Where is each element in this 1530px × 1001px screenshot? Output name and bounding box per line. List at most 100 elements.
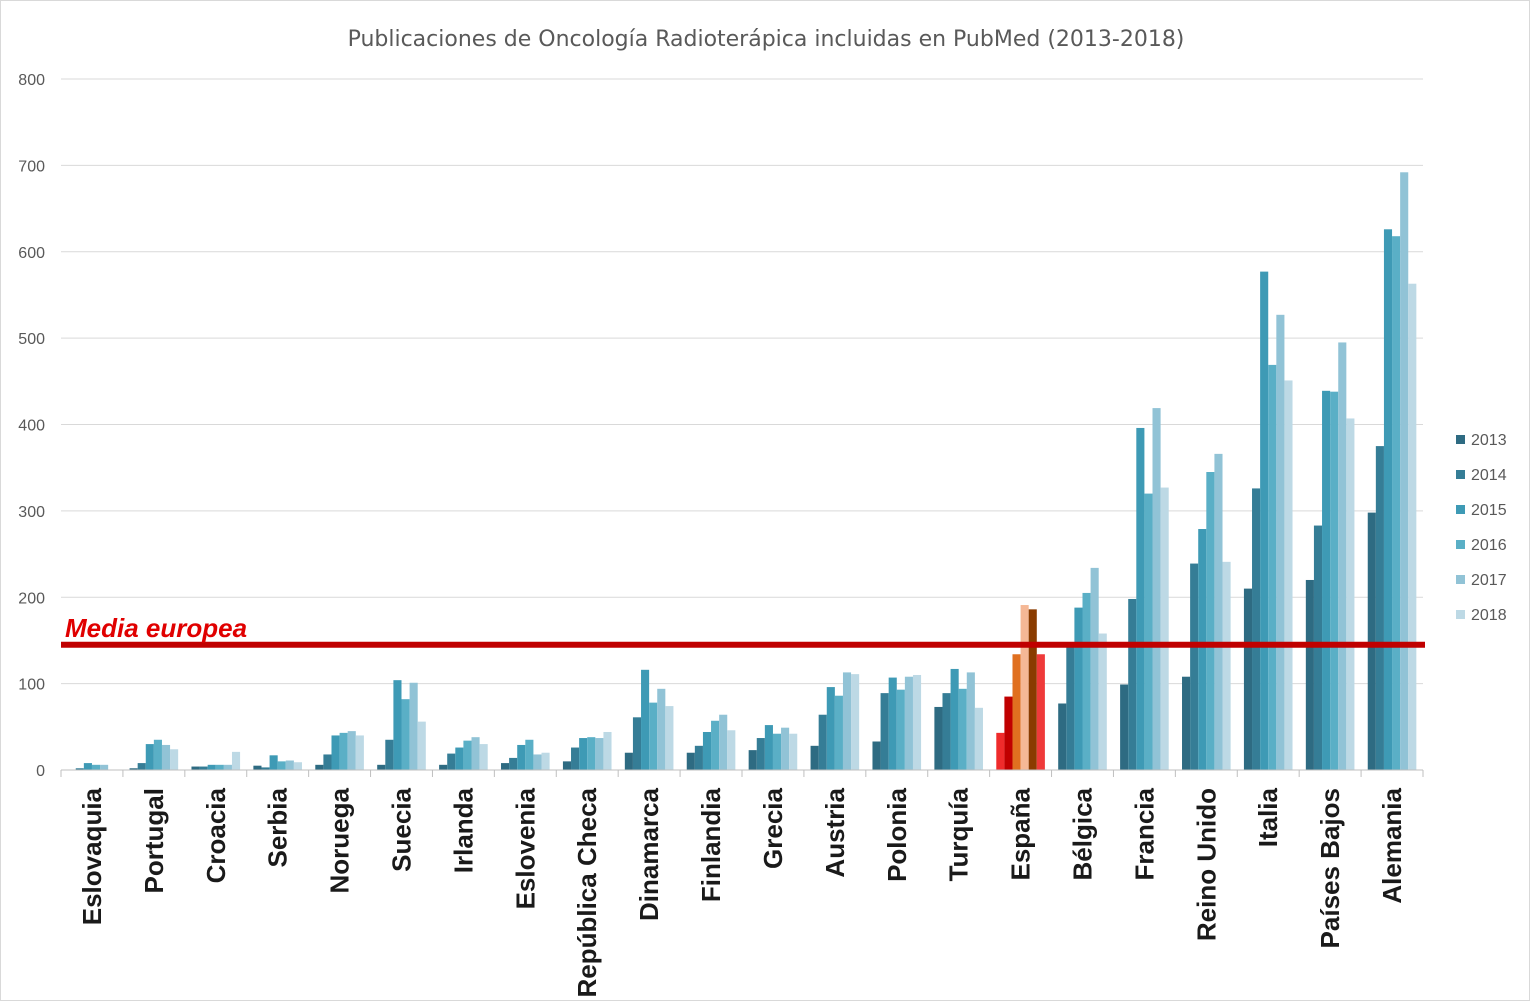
bar-2018 (1346, 418, 1355, 770)
bar-2018 (974, 707, 983, 770)
bar-2013 (315, 764, 324, 770)
bar-2014 (632, 717, 642, 770)
bar-2014 (447, 753, 456, 770)
bar-2013 (934, 706, 943, 770)
bar-2014 (1375, 446, 1384, 770)
bar-2015 (455, 747, 464, 770)
bar-2014 (694, 745, 703, 770)
bar-2014 (756, 738, 765, 770)
bar-2016 (91, 764, 101, 770)
bar-2013 (624, 752, 633, 770)
y-tick-label: 500 (18, 331, 45, 348)
bar-2015 (1260, 271, 1269, 770)
bar-2016 (834, 695, 843, 770)
legend-swatch-2016 (1456, 540, 1465, 549)
bar-2015 (1074, 607, 1083, 770)
reference-line: Media europea (61, 613, 1425, 648)
bar-2018 (417, 721, 426, 770)
bar-2015 (517, 744, 526, 770)
bar-2016 (1330, 391, 1339, 770)
legend: 2013 2014 2015 2016 2017 2018 (1456, 432, 1507, 624)
legend-label-2016: 2016 (1471, 537, 1507, 554)
bar-2015 (269, 755, 278, 770)
bar-2016 (277, 761, 286, 770)
bar-2018 (1098, 633, 1107, 770)
bar-2013 (501, 763, 510, 770)
x-tick-label: Reino Unido (1191, 788, 1221, 941)
bar-2014 (1252, 488, 1261, 770)
legend-label-2017: 2017 (1471, 572, 1507, 589)
bar-2018 (170, 749, 179, 770)
x-tick-label: República Checa (572, 787, 602, 997)
x-tick-label: Irlanda (448, 787, 478, 873)
bar-2018 (479, 744, 488, 770)
x-tick-label: Noruega (325, 787, 355, 893)
x-tick-label: Alemania (1377, 787, 1407, 903)
x-tick-label: Eslovaquia (77, 787, 107, 925)
bar-2017 (347, 731, 356, 770)
y-tick-label: 0 (36, 763, 45, 780)
bar-2018 (727, 730, 736, 770)
legend-swatch-2018 (1456, 610, 1465, 619)
bar-2014 (1190, 563, 1199, 770)
bar-2014 (880, 693, 889, 770)
y-tick-label: 700 (18, 158, 45, 175)
y-tick-label: 400 (18, 418, 45, 435)
bar-2018 (231, 751, 241, 770)
bar-2015 (826, 687, 835, 770)
bar-2017 (781, 727, 790, 770)
bar-2016 (153, 739, 162, 770)
bar-2013 (1182, 676, 1191, 770)
legend-swatch-2013 (1456, 435, 1465, 444)
bar-2013 (1058, 703, 1067, 770)
bar-2014 (1313, 525, 1323, 770)
legend-label-2015: 2015 (1471, 502, 1507, 519)
bar-2015 (888, 677, 897, 770)
y-tick-label: 600 (18, 245, 45, 262)
bar-2014 (385, 739, 394, 770)
bar-2017 (1152, 408, 1161, 770)
legend-label-2018: 2018 (1471, 607, 1507, 624)
x-tick-label: Austria (820, 787, 850, 877)
bar-2017 (842, 672, 852, 770)
bar-2017 (1090, 567, 1099, 770)
x-tick-label: Italia (1253, 787, 1283, 847)
bar-2017 (904, 676, 913, 770)
x-tick-label: Grecia (758, 787, 788, 868)
bar-2018 (603, 731, 612, 770)
bar-2013 (562, 761, 572, 770)
bar-2015 (1012, 654, 1021, 770)
y-tick-label: 200 (18, 590, 45, 607)
bar-2018 (293, 762, 302, 770)
bar-2016 (958, 688, 967, 770)
bar-2013 (686, 752, 695, 770)
bar-2016 (339, 732, 348, 770)
bar-2016 (1020, 605, 1029, 770)
x-tick-label: Croacia (201, 787, 231, 883)
bar-2017 (1400, 172, 1409, 770)
bar-2015 (145, 744, 154, 770)
chart-title: Publicaciones de Oncología Radioterápica… (348, 27, 1185, 52)
x-tick-label: Bélgica (1068, 787, 1098, 880)
bar-2014 (75, 768, 84, 770)
bar-2013 (872, 741, 881, 770)
bar-2016 (1268, 364, 1277, 770)
bar-2016 (463, 740, 472, 770)
y-tick-label: 100 (18, 677, 45, 694)
bar-2014 (261, 767, 270, 770)
reference-line-label: Media europea (65, 613, 247, 643)
bar-2015 (1198, 529, 1207, 770)
x-axis (60, 769, 1424, 777)
bar-2016 (649, 702, 658, 770)
bar-2015 (1136, 427, 1145, 770)
legend-swatch-2015 (1456, 505, 1465, 514)
bar-2015 (1383, 229, 1393, 771)
bar-2016 (587, 737, 596, 770)
bar-2017 (285, 760, 294, 770)
bar-2014 (571, 747, 580, 770)
bar-2018 (541, 752, 550, 770)
bar-2016 (1206, 472, 1215, 770)
bar-2014 (1128, 598, 1137, 770)
x-tick-label: Turquía (944, 787, 974, 881)
